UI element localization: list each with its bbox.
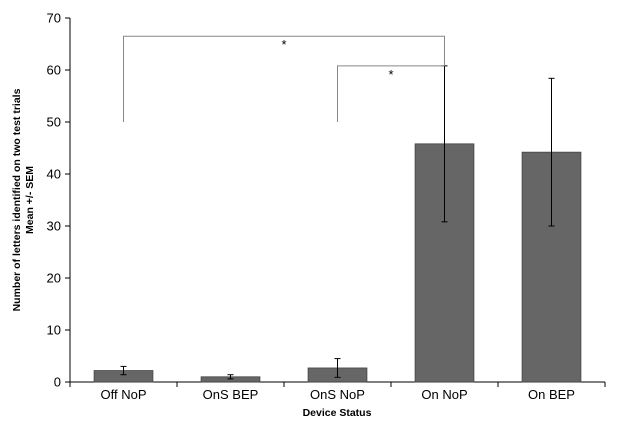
significance-brackets: ** — [123, 35, 445, 122]
x-tick-label: On BEP — [528, 387, 575, 402]
x-tick-label: On NoP — [421, 387, 467, 402]
significance-label: * — [281, 37, 286, 52]
x-tick-label: OnS BEP — [203, 387, 259, 402]
y-tick-label: 20 — [47, 271, 61, 286]
x-ticks: Off NoP OnS BEP OnS NoP On NoP On BEP — [69, 382, 606, 402]
y-axis-title-line1: Number of letters identified on two test… — [11, 88, 23, 311]
y-tick-label: 30 — [47, 219, 61, 234]
significance-bracket — [337, 65, 445, 122]
y-tick-label: 40 — [47, 167, 61, 182]
significance-label: * — [388, 67, 393, 82]
significance-bracket — [123, 35, 445, 122]
y-axis-title-line2: Mean +/- SEM — [24, 166, 36, 234]
y-tick-label: 60 — [47, 63, 61, 78]
x-tick-label: OnS NoP — [310, 387, 365, 402]
y-tick-label: 70 — [47, 11, 61, 26]
y-tick-label: 0 — [54, 375, 61, 390]
x-axis-title: Device Status — [303, 407, 372, 419]
y-ticks: 0 10 20 30 40 50 60 70 — [47, 11, 70, 390]
y-tick-label: 10 — [47, 323, 61, 338]
x-tick-label: Off NoP — [100, 387, 146, 402]
error-bars — [120, 65, 555, 380]
y-tick-label: 50 — [47, 115, 61, 130]
bars — [93, 143, 582, 383]
